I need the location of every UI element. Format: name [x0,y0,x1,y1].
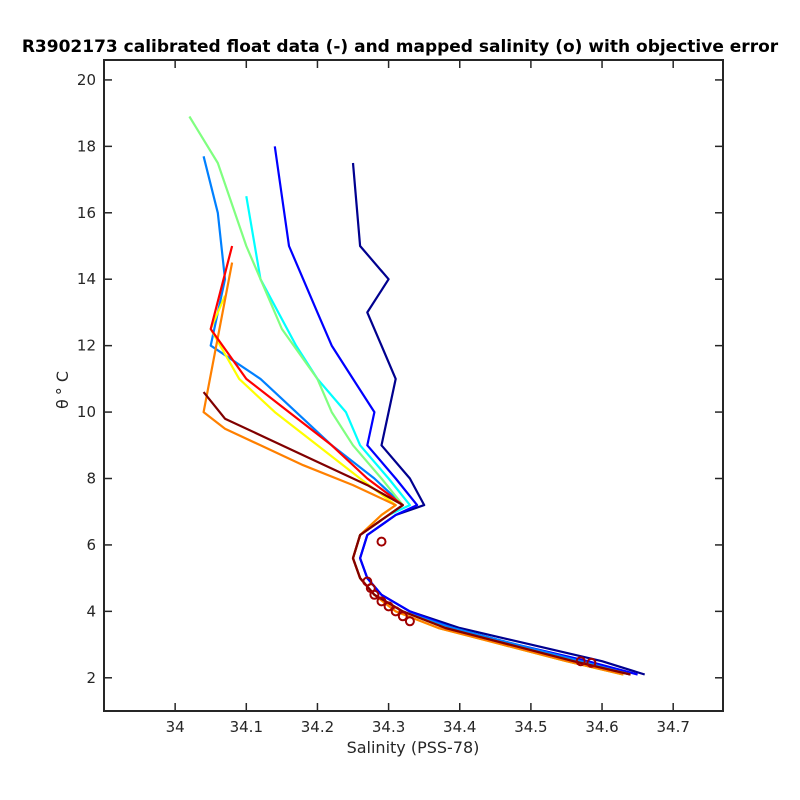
y-axis-label: θ ° C [53,371,72,409]
x-tick-label: 34 [166,718,185,736]
y-tick-label: 12 [77,337,96,355]
mapped-salinity-point [383,601,394,612]
y-tick-label: 18 [77,137,96,155]
x-tick-label: 34.5 [514,718,547,736]
y-tick-label: 14 [77,270,96,288]
x-axis-label: Salinity (PSS-78) [347,738,480,757]
chart-title: R3902173 calibrated float data (-) and m… [22,37,779,57]
mapped-salinity-point [390,606,401,617]
series-line [202,391,631,676]
series-line [273,146,638,676]
y-axis: 2 4 6 8 10 12 14 16 18 20 [77,71,723,687]
y-axis-label-symbol: θ [53,399,72,409]
x-axis: 34 34.1 34.2 34.3 34.4 34.5 34.6 34.7 [166,60,690,736]
y-tick-label: 6 [86,536,96,554]
y-tick-label: 4 [86,602,96,620]
plot-area [188,115,646,676]
series-line [351,162,646,676]
series-line [188,115,624,676]
x-tick-label: 34.2 [301,718,334,736]
x-tick-label: 34.6 [585,718,618,736]
y-tick-label: 16 [77,204,96,222]
x-tick-label: 34.4 [443,718,476,736]
mapped-salinity-point [376,596,387,607]
mapped-salinity-point [586,657,597,668]
y-axis-label-unit: ° C [53,371,72,395]
mapped-salinity-point [404,616,415,627]
mapped-salinity-point [376,536,387,547]
y-tick-label: 10 [77,403,96,421]
series-line [202,156,631,676]
y-tick-label: 8 [86,470,96,488]
x-tick-label: 34.1 [230,718,263,736]
y-tick-label: 20 [77,71,96,89]
x-tick-label: 34.7 [656,718,689,736]
mapped-salinity-point [369,589,380,600]
x-tick-label: 34.3 [372,718,405,736]
mapped-salinity-point [397,611,408,622]
plot-frame [103,59,724,712]
y-tick-label: 2 [86,669,96,687]
mapped-salinity-point [575,656,586,667]
